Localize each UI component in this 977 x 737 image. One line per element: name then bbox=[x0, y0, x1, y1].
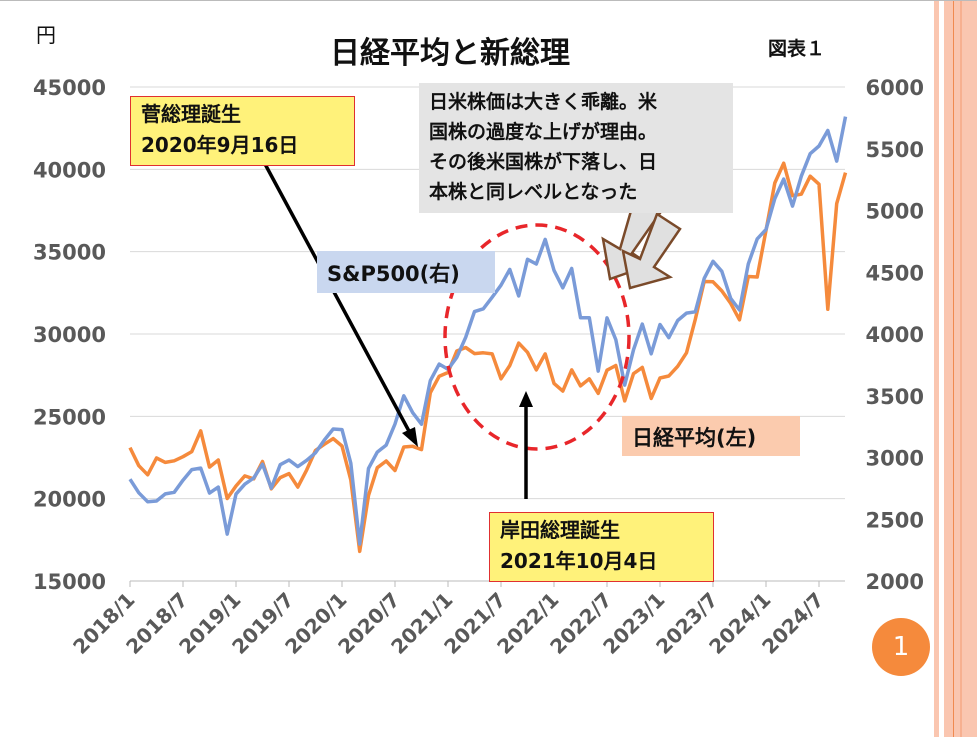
suga-label: 菅総理誕生 bbox=[141, 102, 241, 126]
y-tick-label-left: 35000 bbox=[33, 241, 106, 265]
y-tick-label-right: 2500 bbox=[866, 508, 924, 532]
figure-label: 図表１ bbox=[768, 38, 826, 60]
border-line bbox=[960, 1, 962, 737]
arrowhead bbox=[519, 391, 533, 407]
note-line: 日米株価は大きく乖離。米 bbox=[429, 91, 658, 113]
y-tick-label-left: 45000 bbox=[33, 76, 106, 100]
border-line bbox=[953, 1, 954, 737]
chart-title: 日経平均と新総理 bbox=[330, 36, 570, 71]
border-stripe bbox=[934, 1, 939, 737]
y-tick-label-right: 3000 bbox=[866, 447, 924, 471]
y-tick-label-right: 2000 bbox=[866, 570, 924, 594]
y-axis-unit: 円 bbox=[36, 23, 56, 47]
arrow-suga bbox=[263, 163, 412, 434]
y-tick-label-left: 40000 bbox=[33, 158, 106, 182]
note-line: その後米国株が下落し、日 bbox=[429, 151, 658, 173]
y-tick-label-right: 4500 bbox=[866, 261, 924, 285]
y-tick-label-right: 6000 bbox=[866, 76, 924, 100]
kishida-annotation: 岸田総理誕生 2021年10月4日 bbox=[489, 512, 714, 582]
note-line: 本株と同レベルとなった bbox=[429, 181, 638, 203]
down-arrow-icon bbox=[621, 212, 682, 290]
kishida-label: 岸田総理誕生 bbox=[500, 518, 620, 542]
note-box: 日米株価は大きく乖離。米 国株の過度な上げが理由。 その後米国株が下落し、日 本… bbox=[419, 83, 733, 213]
series-line-sp500 bbox=[128, 116, 848, 546]
y-tick-label-left: 20000 bbox=[33, 488, 106, 512]
y-tick-label-left: 15000 bbox=[33, 570, 106, 594]
note-line: 国株の過度な上げが理由。 bbox=[429, 121, 658, 143]
y-tick-label-right: 3500 bbox=[866, 385, 924, 409]
y-tick-label-left: 30000 bbox=[33, 323, 106, 347]
suga-date: 2020年9月16日 bbox=[141, 133, 299, 157]
page-number-badge: 1 bbox=[872, 618, 930, 676]
suga-annotation: 菅総理誕生 2020年9月16日 bbox=[130, 96, 355, 166]
arrowhead bbox=[402, 427, 418, 447]
kishida-date: 2021年10月4日 bbox=[500, 549, 658, 573]
y-tick-label-right: 5500 bbox=[866, 138, 924, 162]
y-tick-label-left: 25000 bbox=[33, 405, 106, 429]
series-line-nikkei bbox=[128, 161, 848, 554]
y-tick-label-right: 4000 bbox=[866, 323, 924, 347]
legend-nikkei: 日経平均(左) bbox=[622, 416, 800, 456]
highlight-ellipse bbox=[443, 223, 631, 451]
y-tick-label-right: 5000 bbox=[866, 200, 924, 224]
legend-sp500: S&P500(右) bbox=[317, 251, 495, 293]
